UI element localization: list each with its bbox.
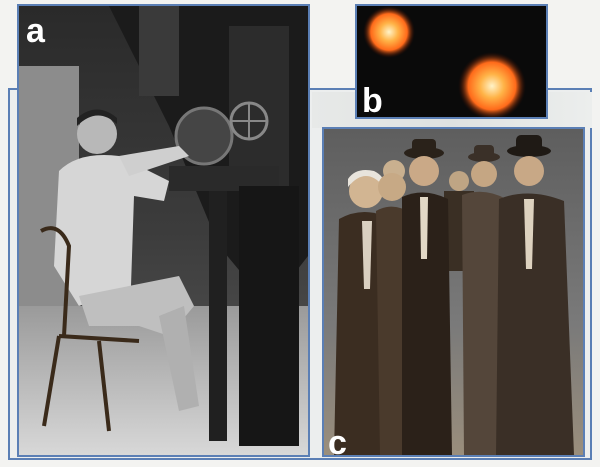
panel-label-a: a [26, 12, 45, 50]
panel-c-group-photo [322, 127, 585, 457]
telescope-observer-illustration [19, 6, 308, 455]
group-portrait-illustration [324, 129, 583, 455]
panel-label-c: c [328, 424, 347, 462]
panel-b-star-images [355, 4, 548, 119]
glowing-stars-illustration [357, 6, 546, 117]
panel-a-telescope-photo [17, 4, 310, 457]
panel-label-b: b [362, 82, 383, 120]
